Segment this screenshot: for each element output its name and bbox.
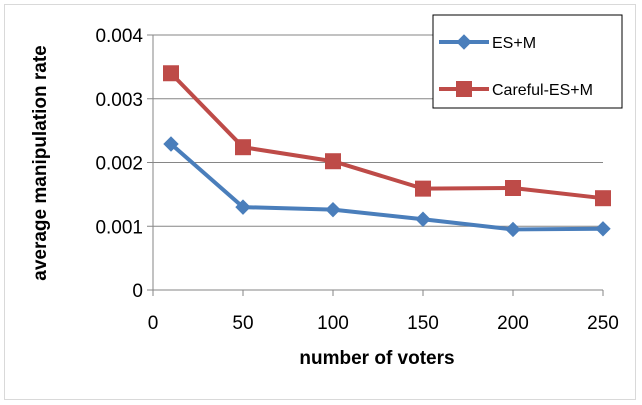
legend: ES+M Careful-ES+M xyxy=(432,14,623,109)
legend-items: ES+M Careful-ES+M xyxy=(439,34,593,99)
x-tick-label: 100 xyxy=(317,313,349,334)
series-2 xyxy=(163,65,611,207)
x-tick-labels: 0 50 100 150 200 250 xyxy=(148,313,619,334)
data-point xyxy=(415,211,431,227)
x-tick-label: 50 xyxy=(232,313,253,334)
y-tick-labels: 0 0.001 0.002 0.003 0.004 xyxy=(95,26,143,302)
data-point xyxy=(415,180,431,197)
axes xyxy=(147,34,604,296)
x-tick-label: 150 xyxy=(407,313,439,334)
y-tick-label: 0.003 xyxy=(95,90,143,111)
y-tick-label: 0.002 xyxy=(95,154,143,175)
gridlines xyxy=(153,34,603,227)
legend-marker xyxy=(456,81,472,97)
legend-item: Careful-ES+M xyxy=(439,81,593,99)
series-1 xyxy=(163,136,611,238)
series-line xyxy=(169,142,604,232)
legend-item: ES+M xyxy=(439,34,536,52)
x-axis-title: number of voters xyxy=(299,348,454,369)
series-line xyxy=(169,71,604,201)
data-point xyxy=(163,65,179,82)
data-point xyxy=(325,201,341,218)
series-group xyxy=(163,65,611,238)
y-tick-label: 0.004 xyxy=(95,26,143,47)
data-point xyxy=(505,221,521,238)
data-point xyxy=(235,199,251,215)
data-point xyxy=(163,136,179,152)
legend-marker xyxy=(456,34,472,50)
x-tick-label: 0 xyxy=(148,313,159,334)
data-point xyxy=(595,221,611,237)
y-tick-label: 0.001 xyxy=(95,217,143,238)
y-axis-title: average manipulation rate xyxy=(30,45,51,280)
legend-label: Careful-ES+M xyxy=(492,82,593,99)
data-point xyxy=(235,139,251,156)
legend-label: ES+M xyxy=(492,35,536,52)
data-point xyxy=(325,153,341,170)
data-point xyxy=(505,180,521,196)
x-tick-label: 200 xyxy=(497,313,529,334)
y-tick-label: 0 xyxy=(132,281,143,302)
x-tick-label: 250 xyxy=(587,313,619,334)
data-point xyxy=(595,190,611,207)
